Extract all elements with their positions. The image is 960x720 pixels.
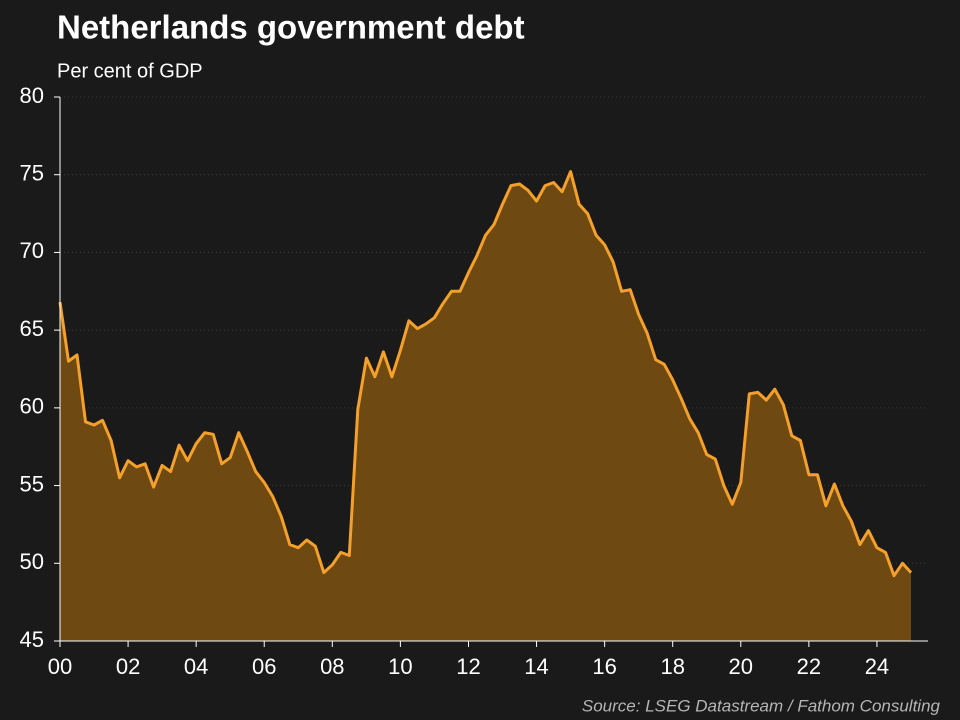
y-tick-label: 70	[20, 238, 44, 263]
x-tick-label: 24	[865, 654, 889, 679]
line	[58, 170, 913, 578]
x-tick-label: 14	[524, 654, 548, 679]
y-tick-label: 45	[20, 627, 44, 652]
area	[60, 171, 911, 641]
x-tick-label: 02	[116, 654, 140, 679]
x-tick-label: 00	[48, 654, 72, 679]
x-tick-label: 22	[797, 654, 821, 679]
y-tick-label: 65	[20, 316, 44, 341]
y-tick-label: 75	[20, 161, 44, 186]
chart-title: Netherlands government debt	[57, 9, 525, 46]
x-tick-label: 10	[388, 654, 412, 679]
x-tick-label: 12	[456, 654, 480, 679]
source-note: Source: LSEG Datastream / Fathom Consult…	[582, 696, 941, 715]
x-tick-label: 18	[660, 654, 684, 679]
x-tick-label: 20	[729, 654, 753, 679]
y-tick-label: 55	[20, 471, 44, 496]
y-tick-label: 60	[20, 394, 44, 419]
y-tick-label: 80	[20, 83, 44, 108]
chart-subtitle: Per cent of GDP	[57, 60, 203, 82]
x-tick-label: 16	[592, 654, 616, 679]
y-tick-label: 50	[20, 549, 44, 574]
x-tick-label: 06	[252, 654, 276, 679]
x-tick-label: 08	[320, 654, 344, 679]
x-tick-label: 04	[184, 654, 208, 679]
